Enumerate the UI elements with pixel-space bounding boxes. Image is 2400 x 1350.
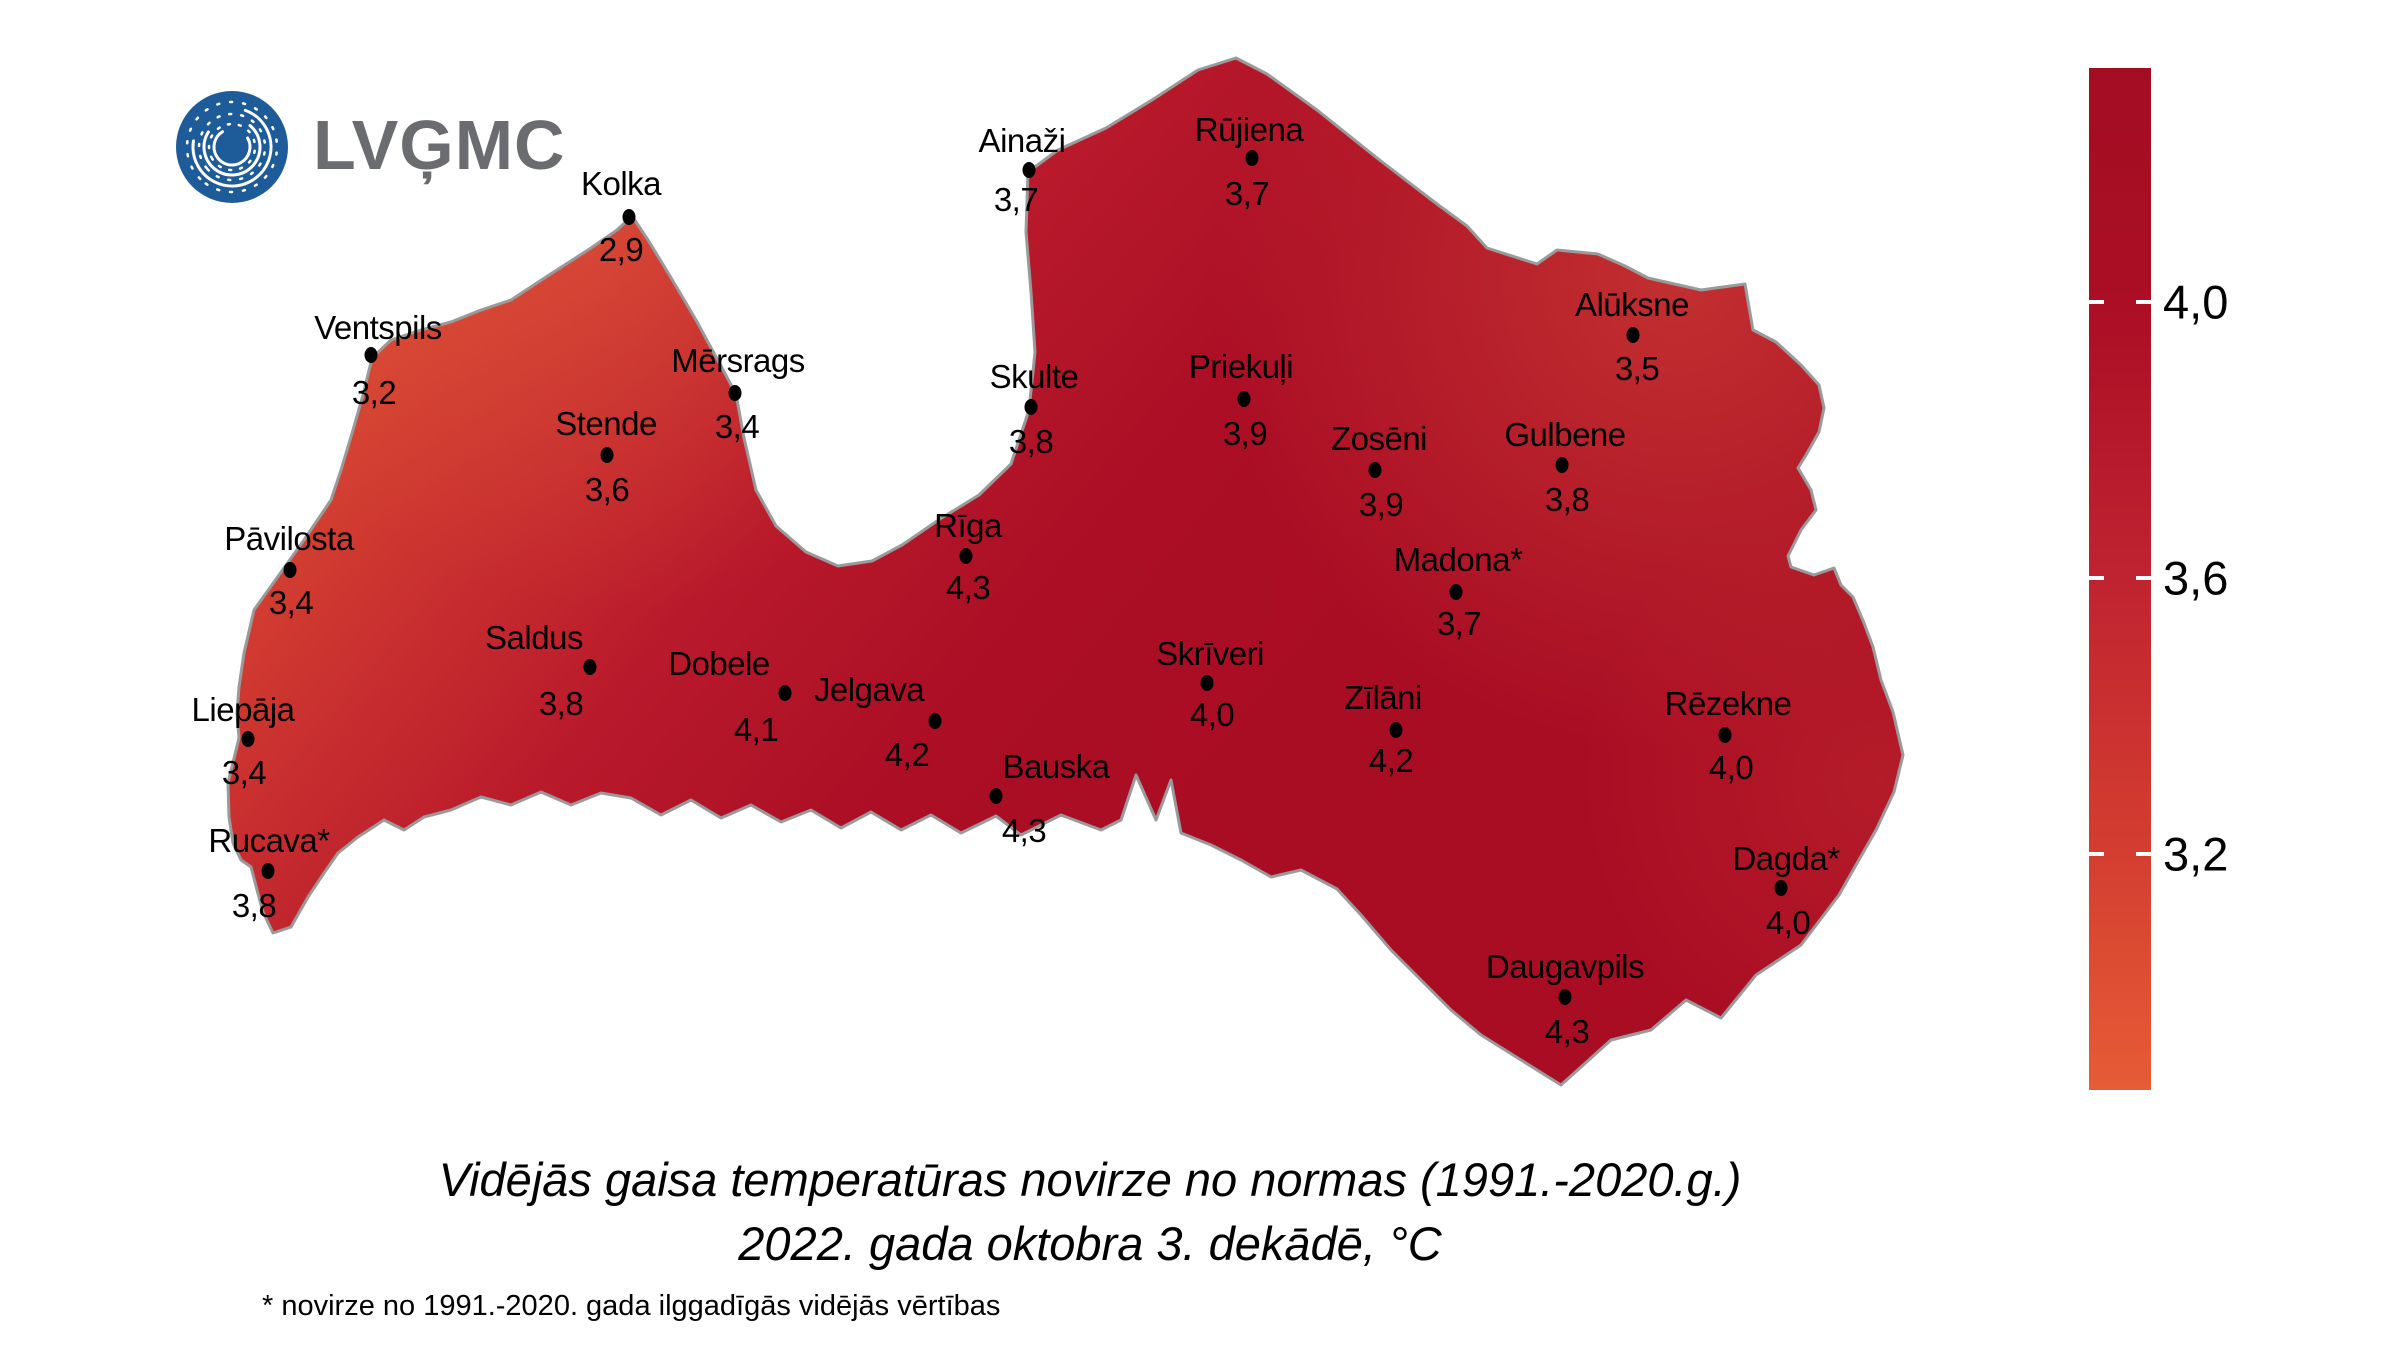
city-value: 4,3 [1544,1013,1590,1050]
city-value: 3,2 [351,374,397,411]
city-value: 4,1 [733,711,779,748]
city-label: Rucava* [208,822,330,859]
city-dot [1200,675,1214,691]
city-dot [622,209,636,225]
colorbar-tick [2089,300,2104,304]
city-value: 3,4 [221,754,267,791]
colorbar-tick [2089,852,2104,856]
city-dot [1024,399,1038,415]
city-dot [1449,584,1463,600]
city-label: Rīga [934,507,1002,544]
city-label: Gulbene [1504,416,1626,453]
city-label: Pāvilosta [224,520,354,557]
city-label: Bauska [1002,748,1110,785]
city-label: Madona* [1393,541,1523,578]
city-label: Priekuļi [1188,348,1294,385]
city-dot [1237,391,1251,407]
city-value: 4,3 [1001,812,1047,849]
city-value: 2,9 [598,231,644,268]
city-dot [728,385,742,401]
city-label: Stende [555,405,657,442]
city-value: 3,7 [1224,175,1270,212]
city-value: 3,9 [1222,415,1268,452]
city-dot [778,685,792,701]
city-value: 4,2 [884,736,930,773]
city-value: 3,8 [1544,481,1590,518]
city-dot [1389,722,1403,738]
city-dot [928,713,942,729]
city-value: 4,0 [1189,696,1235,733]
colorbar-tick-label: 3,2 [2163,827,2229,881]
city-value: 3,7 [993,181,1039,218]
city-label: Ventspils [314,309,442,346]
city-value: 4,2 [1368,742,1414,779]
city-dot [364,347,378,363]
city-label: Rēzekne [1664,685,1792,722]
city-dot [1245,150,1259,166]
colorbar-tick [2136,852,2151,856]
city-dot [241,731,255,747]
colorbar-tick [2136,576,2151,580]
city-dot [1774,880,1788,896]
city-value: 3,4 [268,584,314,621]
city-label: Rūjiena [1194,111,1304,148]
city-value: 3,8 [1008,423,1054,460]
city-value: 3,4 [714,408,760,445]
city-value: 3,7 [1436,605,1482,642]
city-label: Skrīveri [1156,635,1264,672]
city-dot [1022,162,1036,178]
lvgmc-logo-text: LVĢMC [313,105,566,184]
city-value: 3,5 [1614,350,1660,387]
latvia-border-outline [226,56,1905,1087]
city-label: Zosēni [1330,420,1428,457]
colorbar-labels: 4,0 3,6 3,2 [2089,0,2289,1350]
footnote: * novirze no 1991.-2020. gada ilggadīgās… [262,1290,1001,1322]
city-value: 3,8 [231,887,277,924]
chart-title: Vidējās gaisa temperatūras novirze no no… [0,1148,2180,1276]
city-label: Jelgava [813,671,925,708]
city-label: Dobele [668,645,770,682]
lvgmc-logo-icon [176,91,288,203]
city-label: Zīlāni [1344,679,1422,716]
city-dot [1626,327,1640,343]
chart-title-line2: 2022. gada oktobra 3. dekādē, °C [738,1217,1442,1270]
city-label: Mērsrags [671,342,805,379]
city-dot [1558,989,1572,1005]
colorbar-tick-label: 4,0 [2163,275,2229,329]
city-value: 4,3 [945,569,991,606]
city-label: Saldus [485,619,583,656]
city-dot [1555,457,1569,473]
chart-title-line1: Vidējās gaisa temperatūras novirze no no… [438,1153,1742,1206]
colorbar-tick-label: 3,6 [2163,551,2229,605]
colorbar-tick [2136,300,2151,304]
city-dot [989,788,1003,804]
temperature-colorbar [2089,68,2151,1090]
city-label: Skulte [989,358,1079,395]
city-dot [1368,462,1382,478]
city-value: 4,0 [1765,904,1811,941]
lvgmc-logo: LVĢMC [170,85,730,210]
city-dot [959,548,973,564]
city-label: Kolka [580,165,662,202]
city-value: 3,8 [538,685,584,722]
city-label: Alūksne [1575,286,1689,323]
city-dot [583,659,597,675]
city-label: Liepāja [191,691,295,728]
city-value: 3,9 [1358,486,1404,523]
city-value: 3,6 [584,471,630,508]
city-value: 4,0 [1708,749,1754,786]
city-label: Dagda* [1732,840,1840,877]
colorbar-tick [2089,576,2104,580]
city-dot [283,562,297,578]
city-dot [600,447,614,463]
city-label: Ainaži [978,122,1066,159]
city-dot [261,863,275,879]
city-dot [1718,727,1732,743]
city-label: Daugavpils [1485,948,1645,985]
